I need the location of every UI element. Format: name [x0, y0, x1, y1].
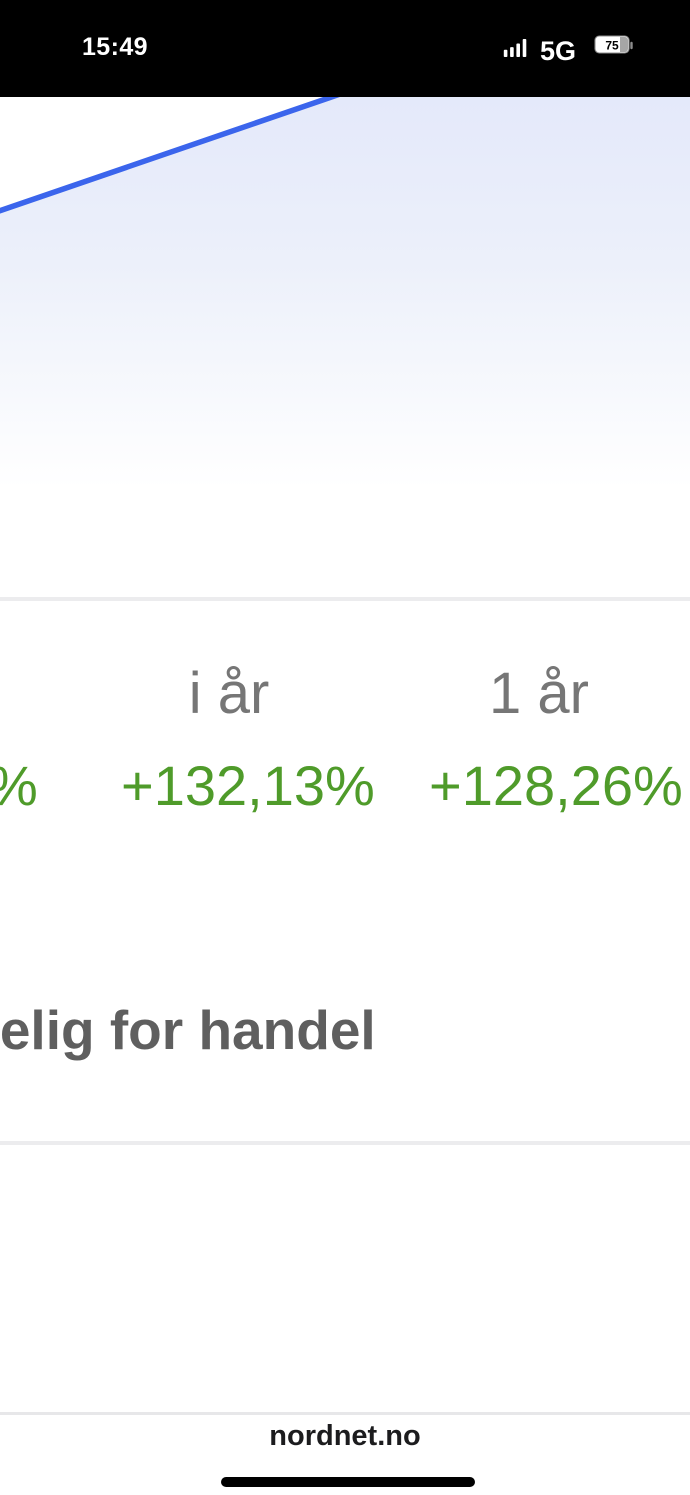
svg-text:75: 75: [605, 38, 619, 52]
